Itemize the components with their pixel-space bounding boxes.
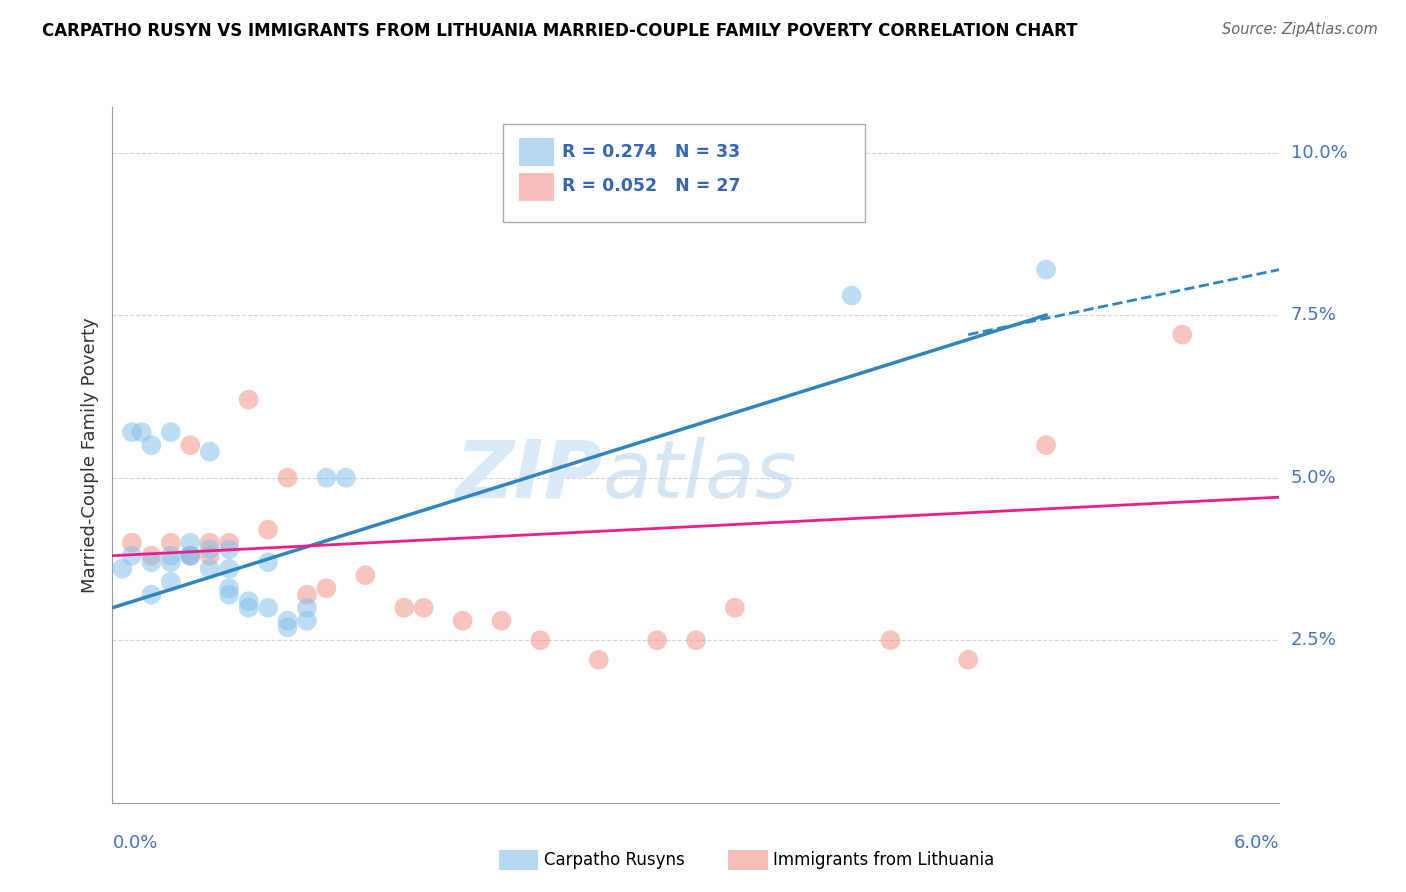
Point	[491, 614, 513, 628]
Point	[238, 594, 260, 608]
Point	[257, 600, 280, 615]
Point	[111, 562, 134, 576]
Point	[315, 581, 337, 595]
Point	[218, 542, 240, 557]
Text: 6.0%: 6.0%	[1234, 834, 1279, 852]
Point	[218, 562, 240, 576]
Point	[1035, 438, 1057, 452]
Point	[238, 392, 260, 407]
Point	[335, 471, 357, 485]
Point	[160, 574, 183, 589]
Point	[685, 633, 707, 648]
Point	[315, 471, 337, 485]
Text: Carpatho Rusyns: Carpatho Rusyns	[544, 851, 685, 869]
Point	[588, 653, 610, 667]
Point	[121, 549, 143, 563]
Text: 7.5%: 7.5%	[1291, 306, 1337, 324]
Text: atlas: atlas	[603, 437, 797, 515]
Point	[160, 425, 183, 439]
Point	[198, 542, 221, 557]
Point	[179, 549, 201, 563]
Point	[160, 555, 183, 569]
Point	[160, 549, 183, 563]
FancyBboxPatch shape	[503, 124, 865, 222]
Point	[121, 535, 143, 549]
Point	[179, 438, 201, 452]
Point	[257, 555, 280, 569]
Text: ZIP: ZIP	[456, 437, 603, 515]
Point	[257, 523, 280, 537]
Text: R = 0.274   N = 33: R = 0.274 N = 33	[562, 143, 740, 161]
Point	[141, 438, 163, 452]
Point	[141, 549, 163, 563]
Point	[957, 653, 980, 667]
Point	[131, 425, 153, 439]
Point	[218, 535, 240, 549]
Point	[218, 588, 240, 602]
Text: 0.0%: 0.0%	[112, 834, 157, 852]
Text: 10.0%: 10.0%	[1291, 144, 1347, 161]
Point	[218, 581, 240, 595]
Point	[198, 562, 221, 576]
Point	[841, 288, 863, 302]
Point	[276, 614, 298, 628]
Point	[295, 614, 318, 628]
Text: Immigrants from Lithuania: Immigrants from Lithuania	[773, 851, 994, 869]
Point	[276, 471, 298, 485]
Point	[198, 444, 221, 458]
Point	[179, 549, 201, 563]
Text: Source: ZipAtlas.com: Source: ZipAtlas.com	[1222, 22, 1378, 37]
Point	[295, 600, 318, 615]
Point	[879, 633, 901, 648]
Point	[179, 535, 201, 549]
Point	[645, 633, 668, 648]
Point	[1035, 262, 1057, 277]
Text: 5.0%: 5.0%	[1291, 468, 1336, 487]
Point	[529, 633, 551, 648]
Point	[179, 549, 201, 563]
Text: 2.5%: 2.5%	[1291, 632, 1337, 649]
Y-axis label: Married-Couple Family Poverty: Married-Couple Family Poverty	[80, 317, 98, 593]
Point	[412, 600, 434, 615]
Point	[198, 549, 221, 563]
Text: CARPATHO RUSYN VS IMMIGRANTS FROM LITHUANIA MARRIED-COUPLE FAMILY POVERTY CORREL: CARPATHO RUSYN VS IMMIGRANTS FROM LITHUA…	[42, 22, 1077, 40]
Point	[354, 568, 377, 582]
Point	[141, 555, 163, 569]
Bar	[519, 138, 554, 166]
Text: R = 0.052   N = 27: R = 0.052 N = 27	[562, 178, 741, 195]
Point	[160, 535, 183, 549]
Bar	[519, 173, 554, 201]
Point	[451, 614, 474, 628]
Point	[724, 600, 747, 615]
Point	[295, 588, 318, 602]
Point	[141, 588, 163, 602]
Point	[1171, 327, 1194, 342]
Point	[238, 600, 260, 615]
Point	[392, 600, 416, 615]
Point	[121, 425, 143, 439]
Point	[276, 620, 298, 634]
Point	[198, 535, 221, 549]
